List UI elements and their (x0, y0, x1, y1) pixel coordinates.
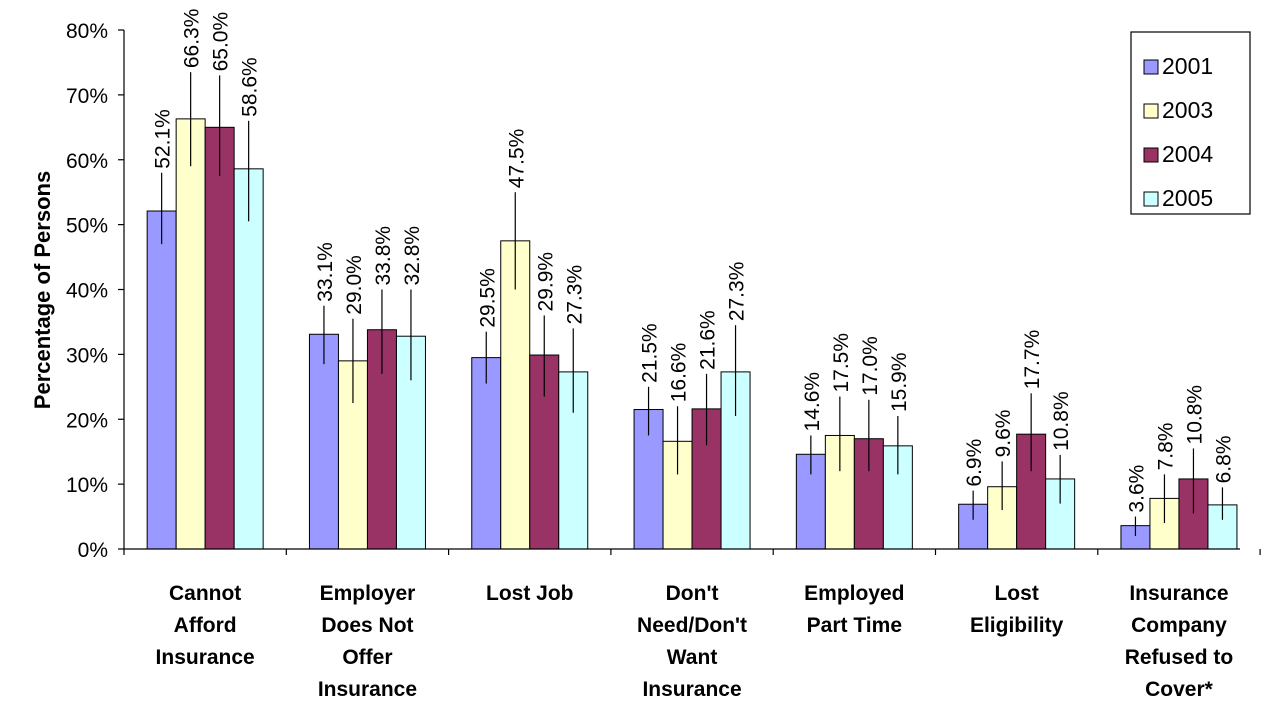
data-label-2001-5: 6.9% (963, 439, 986, 487)
category-label: Cannot Afford Insurance (156, 582, 255, 669)
legend-swatch-2003 (1143, 103, 1159, 119)
data-label-2005-1: 32.8% (401, 226, 424, 286)
data-label-2005-2: 27.3% (563, 265, 586, 325)
legend-label-2001: 2001 (1162, 53, 1213, 79)
legend: 2001 2003 2004 2005 (1130, 31, 1251, 215)
data-label-2005-6: 6.8% (1212, 435, 1235, 483)
data-label-2004-4: 17.0% (859, 336, 882, 396)
bar-2001-1 (308, 333, 339, 550)
category-label: Employer Does Not Offer Insurance (318, 582, 417, 701)
data-label-2001-2: 29.5% (476, 268, 499, 328)
legend-swatch-2004 (1143, 147, 1159, 163)
y-axis-title: Percentage of Persons (30, 171, 55, 409)
data-label-2004-2: 29.9% (534, 252, 557, 312)
category-label: Insurance Company Refused to Cover* (1125, 582, 1234, 701)
data-label-2003-6: 7.8% (1154, 423, 1177, 471)
data-label-2003-1: 29.0% (343, 255, 366, 315)
y-tick-label: 80% (66, 20, 108, 43)
bar-2001-2 (471, 357, 502, 550)
data-label-2003-4: 17.5% (830, 333, 853, 393)
category-label: Don't Need/Don't Want Insurance (637, 582, 747, 701)
legend-label-2004: 2004 (1162, 141, 1213, 167)
y-tick-label: 20% (66, 409, 108, 432)
data-label-2003-5: 9.6% (992, 410, 1015, 458)
legend-label-2003: 2003 (1162, 97, 1213, 123)
data-label-2004-3: 21.6% (697, 310, 720, 370)
data-label-2005-4: 15.9% (888, 352, 911, 412)
category-label: Employed Part Time (804, 582, 904, 637)
data-label-2004-1: 33.8% (372, 226, 395, 286)
data-label-2004-6: 10.8% (1183, 385, 1206, 445)
y-tick-label: 0% (78, 539, 108, 562)
legend-swatch-2001 (1143, 59, 1159, 75)
bar-2003-0 (175, 118, 206, 550)
category-label: Lost Job (486, 582, 574, 605)
data-label-2001-0: 52.1% (152, 109, 175, 169)
data-label-2001-6: 3.6% (1125, 465, 1148, 513)
y-tick-label: 50% (66, 215, 108, 238)
y-tick-label: 10% (66, 474, 108, 497)
category-label: Lost Eligibility (970, 582, 1064, 637)
y-tick-label: 30% (66, 344, 108, 367)
data-label-2001-1: 33.1% (314, 242, 337, 302)
plot-area: 52.1% 66.3% 65.0% 58.6% 33.1% 29.0% 33.8% 32.8%… (146, 9, 1238, 550)
data-label-2004-0: 65.0% (210, 12, 233, 72)
data-label-2005-5: 10.8% (1050, 391, 1073, 451)
data-label-2003-0: 66.3% (181, 9, 204, 69)
bar-2004-0 (204, 126, 235, 550)
bar-2005-3 (720, 371, 751, 550)
data-label-2003-3: 16.6% (668, 343, 691, 403)
legend-label-2005: 2005 (1162, 185, 1213, 211)
legend-swatch-2005 (1143, 191, 1159, 207)
data-label-2004-5: 17.7% (1021, 330, 1044, 390)
y-tick-label: 60% (66, 150, 108, 173)
data-label-2005-3: 27.3% (726, 262, 749, 322)
data-label-2001-3: 21.5% (639, 323, 662, 383)
data-label-2003-2: 47.5% (505, 129, 528, 189)
data-label-2005-0: 58.6% (239, 57, 262, 117)
data-label-2001-4: 14.6% (801, 372, 824, 432)
axes: 0% 10% 20% 30% 40% 50% 60% 70% 80% Cannot Afford In… (66, 20, 1261, 701)
y-tick-label: 40% (66, 280, 108, 303)
y-tick-label: 70% (66, 85, 108, 108)
bar-2005-0 (233, 168, 264, 550)
bar-2001-0 (146, 210, 177, 550)
